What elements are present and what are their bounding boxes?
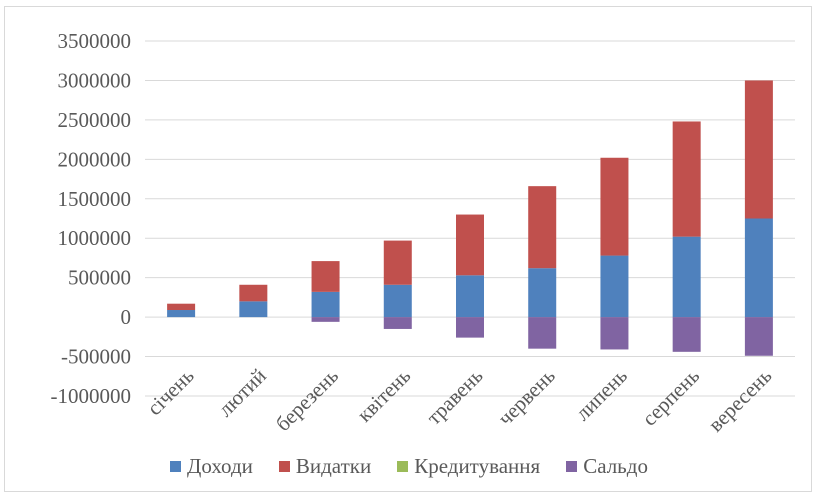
bar-Видатки [239,284,268,302]
bar-Видатки [456,214,484,276]
x-tick-label: серпень [637,364,704,431]
bar-Видатки [167,303,196,311]
bar-Сальдо [672,317,701,352]
bar-Видатки [528,186,557,269]
bar-Видатки [311,261,340,292]
bar-Доходи [239,301,268,318]
x-tick-label: лютий [213,364,271,422]
legend-item: Доходи [170,454,253,479]
legend-swatch [170,461,182,472]
bar-Сальдо [383,317,412,329]
x-tick-label: березень [271,364,343,436]
bar-Видатки [383,240,412,285]
bar-Сальдо [600,317,629,350]
bar-Видатки [744,80,773,219]
x-tick-label: січень [142,364,198,420]
y-tick-label: 3500000 [58,29,132,53]
x-tick-label: квітень [352,364,415,427]
legend-swatch [397,461,409,472]
y-tick-label: -1000000 [51,384,132,408]
legend-label: Сальдо [583,454,648,478]
bar-Сальдо [311,317,340,322]
y-tick-label: 2500000 [58,108,132,132]
bar-Доходи [167,310,196,318]
y-tick-label: 1000000 [58,226,132,250]
y-tick-label: 3000000 [58,68,132,92]
bar-Доходи [311,291,340,318]
bar-Доходи [528,268,557,318]
bar-Доходи [672,236,701,318]
stacked-bar-chart: 3500000 3000000 2500000 2000000 1500000 10000… [51,29,795,437]
y-tick-label: 500000 [68,266,131,290]
y-tick-label: 0 [121,305,132,329]
bar-Видатки [672,121,701,237]
bar-Доходи [383,284,412,318]
bar-Доходи [456,275,484,318]
legend: Доходи Видатки Кредитування Сальдо [5,454,813,479]
bar-Доходи [600,255,629,318]
x-tick-label: травень [422,364,488,430]
legend-item: Кредитування [397,454,540,479]
x-tick-label: липень [570,364,632,426]
bar-Сальдо [744,317,773,356]
y-tick-label: -500000 [61,345,131,369]
legend-label: Кредитування [414,454,541,478]
legend-item: Видатки [278,454,372,479]
bar-Доходи [744,218,773,318]
legend-label: Видатки [295,454,372,478]
legend-swatch [566,461,578,472]
bar-Сальдо [528,317,557,349]
bar-Видатки [600,157,629,256]
x-tick-label: вересень [703,364,776,437]
chart-frame: 3500000 3000000 2500000 2000000 1500000 10000… [4,6,812,492]
legend-label: Доходи [187,454,253,478]
legend-swatch [278,461,290,472]
y-tick-label: 1500000 [58,187,132,211]
y-tick-label: 2000000 [58,147,132,171]
legend-item: Сальдо [566,454,648,479]
bar-Сальдо [456,317,484,338]
x-tick-label: червень [493,364,560,431]
